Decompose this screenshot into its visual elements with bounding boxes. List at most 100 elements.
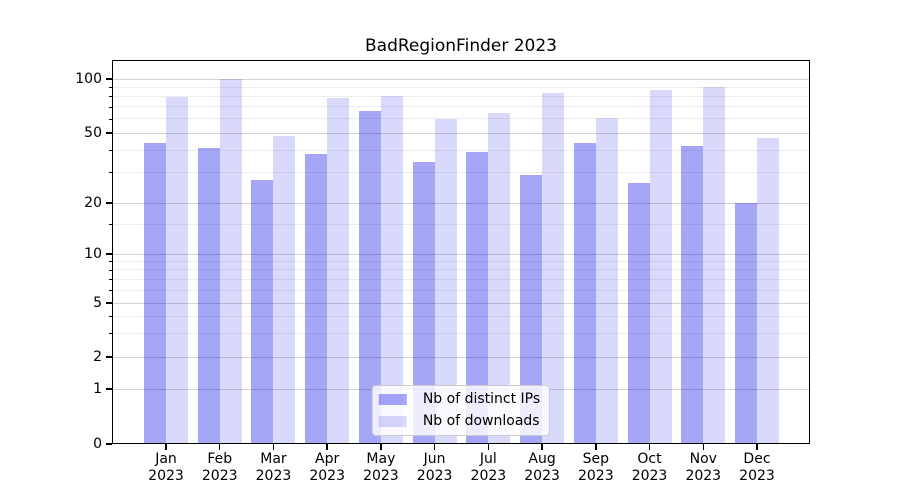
gridline-minor [112, 86, 810, 88]
y-minor-tick-mark [108, 87, 112, 89]
x-tick-mark [433, 444, 436, 450]
gridline-major [112, 356, 810, 358]
gridline-minor [112, 95, 810, 97]
y-tick-label: 10 [84, 245, 102, 262]
y-minor-tick-mark [108, 118, 112, 120]
bar-downloads-oct [649, 89, 672, 444]
y-tick-label: 100 [75, 71, 102, 87]
bar-downloads-jun [434, 118, 457, 444]
gridline-major [112, 202, 810, 204]
bar-downloads-apr [327, 98, 350, 444]
bar-ips-jan [144, 142, 166, 444]
y-minor-tick-mark [108, 106, 112, 108]
bar-ips-sep [573, 142, 596, 444]
gridline-major [112, 302, 810, 304]
x-tick-mark [487, 444, 490, 450]
legend-item-distinct-ips: Nb of distinct IPs [378, 391, 541, 407]
x-tick-label-sep: Sep 2023 [577, 451, 614, 484]
x-tick-mark [595, 444, 597, 450]
x-tick-mark [165, 444, 167, 450]
gridline-minor [112, 269, 810, 271]
y-minor-tick-mark [108, 269, 112, 271]
y-tick-label: 0 [93, 436, 102, 452]
y-tick-mark [106, 78, 112, 80]
x-tick-label-apr: Apr 2023 [309, 451, 345, 484]
x-tick-mark [756, 444, 758, 450]
x-tick-label-jun: Jun 2023 [416, 451, 453, 484]
legend: Nb of distinct IPs Nb of downloads [371, 385, 551, 436]
bar-ips-aug [520, 174, 543, 444]
y-minor-tick-mark [108, 333, 112, 335]
y-minor-tick-mark [108, 224, 112, 226]
x-tick-label-jan: Jan 2023 [148, 451, 184, 484]
bar-downloads-mar [273, 136, 296, 444]
x-tick-label-oct: Oct 2023 [631, 451, 668, 484]
y-minor-tick-mark [108, 150, 112, 152]
bar-downloads-sep [595, 117, 618, 444]
y-tick-label: 2 [93, 348, 102, 365]
y-minor-tick-mark [108, 96, 112, 98]
bar-ips-mar [251, 180, 274, 444]
x-tick-mark [326, 444, 328, 450]
bar-downloads-dec [756, 137, 779, 444]
bar-downloads-aug [542, 92, 565, 444]
bars-layer [112, 60, 810, 444]
y-tick-mark [106, 302, 112, 304]
gridline-minor [112, 223, 810, 225]
gridline-minor [112, 315, 810, 317]
bar-ips-jun [412, 162, 435, 444]
y-tick-mark [106, 253, 112, 255]
y-minor-tick-mark [108, 316, 112, 318]
legend-label-distinct-ips: Nb of distinct IPs [422, 391, 541, 407]
gridline-minor [112, 289, 810, 291]
y-tick-label: 5 [93, 294, 102, 311]
y-minor-tick-mark [108, 290, 112, 292]
bar-downloads-nov [703, 87, 726, 444]
bar-ips-dec [734, 203, 757, 444]
y-tick-mark [106, 443, 112, 445]
y-minor-tick-mark [108, 172, 112, 174]
gridline-major [112, 132, 810, 134]
bar-downloads-jul [488, 112, 511, 444]
gridline-major [112, 253, 810, 255]
gridline-minor [112, 106, 810, 108]
y-tick-mark [106, 356, 112, 358]
x-tick-label-feb: Feb 2023 [201, 451, 238, 484]
x-tick-mark [380, 444, 382, 450]
gridline-minor [112, 278, 810, 280]
legend-item-downloads: Nb of downloads [378, 413, 540, 429]
gridline-major [112, 78, 810, 80]
gridline-minor [112, 260, 810, 262]
bar-ips-jul [466, 151, 489, 444]
x-tick-label-nov: Nov 2023 [685, 451, 722, 484]
y-tick-mark [106, 132, 112, 134]
bar-ips-feb [197, 148, 220, 444]
y-tick-mark [106, 388, 112, 390]
x-tick-label-aug: Aug 2023 [524, 451, 560, 484]
x-tick-mark [218, 444, 221, 450]
y-tick-label: 50 [84, 124, 102, 141]
y-minor-tick-mark [108, 279, 112, 281]
gridline-minor [112, 118, 810, 120]
bar-downloads-may [380, 96, 403, 444]
gridline-minor [112, 332, 810, 334]
legend-swatch-distinct-ips [378, 394, 407, 405]
x-tick-mark [272, 444, 275, 450]
bar-downloads-feb [219, 79, 242, 444]
bar-ips-oct [627, 182, 650, 444]
legend-swatch-downloads [378, 416, 407, 427]
legend-label-downloads: Nb of downloads [422, 413, 540, 429]
y-minor-tick-mark [108, 261, 112, 263]
y-tick-label: 20 [84, 195, 102, 211]
gridline-minor [112, 171, 810, 173]
plot-area: Nb of distinct IPs Nb of downloads [112, 60, 810, 444]
bar-ips-may [358, 111, 381, 444]
bar-downloads-jan [166, 97, 188, 444]
chart-title: BadRegionFinder 2023 [364, 36, 557, 56]
x-tick-label-mar: Mar 2023 [255, 451, 292, 484]
x-tick-mark [541, 444, 543, 450]
x-tick-label-dec: Dec 2023 [739, 451, 775, 484]
bar-ips-nov [681, 146, 704, 444]
gridline-minor [112, 149, 810, 151]
